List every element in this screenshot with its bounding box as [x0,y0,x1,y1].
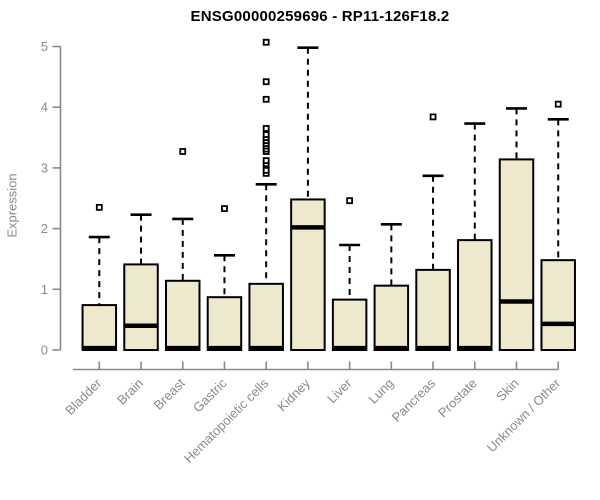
outlier-point [179,148,187,155]
x-tick-label: Brain [114,376,146,408]
y-tick-label: 0 [41,343,48,358]
chart-title: ENSG00000259696 - RP11-126F18.2 [190,8,450,25]
outlier-point [262,38,270,46]
box-breast [164,279,201,351]
outlier-point [262,125,270,132]
box-brain [123,263,159,351]
outlier-point [262,78,270,86]
box-bladder [81,304,118,351]
box-pancreas [415,268,451,352]
x-tick-label: Bladder [62,375,105,418]
outlier-point [262,131,270,138]
box-liver [331,298,368,351]
box-skin [498,158,535,351]
outlier-point [554,100,562,108]
box-hematopoietic-cells [248,282,284,352]
box-gastric [206,296,243,352]
y-tick-label: 1 [41,282,48,297]
outlier-point [262,95,270,103]
outlier-point [346,197,354,205]
outlier-point [429,113,437,121]
x-tick-label: Liver [324,375,355,406]
x-tick-label: Gastric [190,375,230,415]
y-tick-label: 3 [41,160,48,175]
x-tick-label: Pancreas [389,375,439,425]
x-tick-label: Kidney [274,375,313,414]
box-unknown-other [540,259,576,351]
box-kidney [290,198,326,351]
outlier-point [221,205,228,212]
x-tick-label: Unknown / Other [484,375,564,455]
y-tick-label: 4 [41,100,48,115]
x-tick-label: Skin [493,376,521,404]
outlier-point [262,157,270,165]
y-tick-label: 5 [41,39,48,54]
outlier-point [95,203,103,211]
box-prostate [457,239,493,351]
box-lung [373,284,410,351]
x-tick-label: Lung [365,376,396,407]
x-tick-label: Breast [151,375,188,412]
y-tick-label: 2 [41,221,48,236]
x-tick-label: Prostate [435,376,480,421]
outlier-point [262,166,270,174]
